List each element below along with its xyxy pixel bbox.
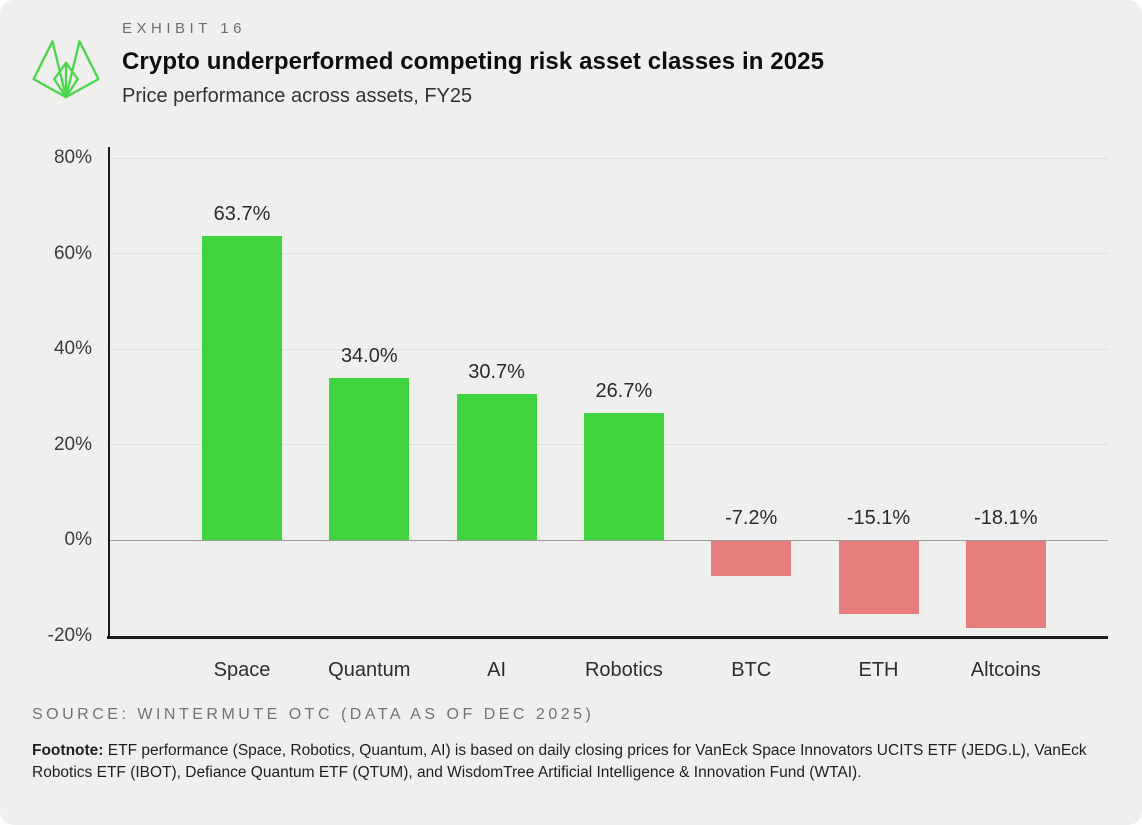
value-label: -18.1% (974, 507, 1038, 530)
x-tick-label: BTC (731, 659, 772, 681)
value-label: 34.0% (340, 344, 398, 367)
x-tick-label: Altcoins (970, 659, 1041, 681)
value-label: 63.7% (213, 202, 271, 225)
gridline (108, 253, 1108, 255)
y-tick-label: 80% (53, 147, 92, 168)
footnote: Footnote: ETF performance (Space, Roboti… (32, 740, 1112, 784)
gridline (108, 157, 1108, 159)
bar-space (202, 235, 282, 541)
y-tick-label: 20% (53, 433, 92, 455)
x-tick-label: AI (487, 659, 507, 681)
bar-btc (711, 541, 792, 576)
x-tick-label: Quantum (328, 659, 411, 681)
chart-title: Crypto underperformed competing risk ass… (122, 48, 825, 75)
bar-ai (456, 393, 537, 541)
y-tick-label: -20% (47, 625, 92, 646)
footnote-text: ETF performance (Space, Robotics, Quantu… (32, 742, 1087, 781)
bar-eth (838, 541, 919, 614)
value-label: -7.2% (725, 507, 778, 530)
value-label: 30.7% (468, 360, 525, 383)
x-tick-label: Space (213, 659, 271, 681)
source-line: SOURCE: WINTERMUTE OTC (DATA AS OF DEC 2… (32, 706, 595, 723)
x-tick-label: ETH (858, 659, 899, 681)
y-tick-label: 60% (53, 242, 92, 264)
gridline (108, 348, 1108, 350)
wintermute-logo (32, 40, 100, 99)
y-tick-label: 40% (53, 338, 92, 360)
y-axis-line (108, 147, 110, 639)
x-axis-line (107, 636, 1108, 639)
y-tick-label: 0% (64, 529, 92, 551)
value-label: -15.1% (846, 507, 911, 530)
chart-subtitle: Price performance across assets, FY25 (122, 85, 473, 107)
bar-quantum (329, 377, 410, 541)
bar-robotics (583, 412, 664, 541)
zero-gridline (108, 539, 1108, 541)
value-label: 26.7% (595, 379, 653, 402)
footnote-label: Footnote: (32, 742, 104, 759)
bar-altcoins (965, 541, 1046, 628)
exhibit-label: EXHIBIT 16 (122, 20, 246, 37)
x-tick-label: Robotics (584, 659, 663, 681)
